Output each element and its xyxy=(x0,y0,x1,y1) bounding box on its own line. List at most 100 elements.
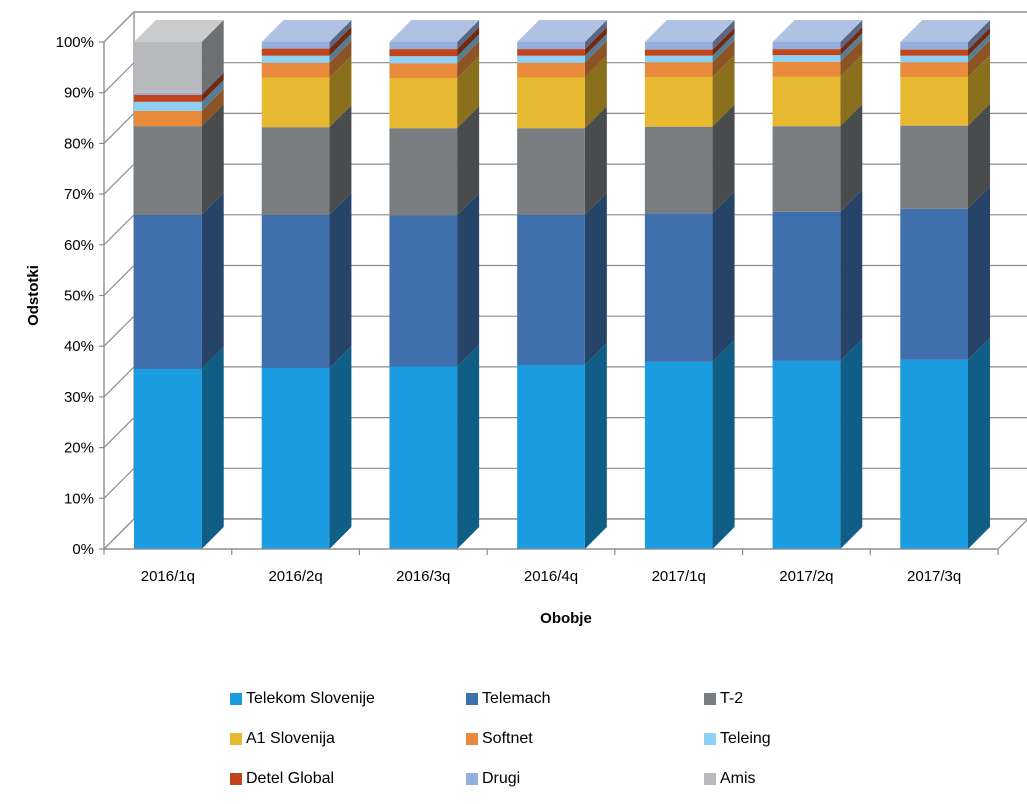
bar-segment xyxy=(644,361,713,549)
bar-segment xyxy=(772,360,841,549)
bar-segment-side xyxy=(584,20,607,50)
bar-segment xyxy=(389,63,458,78)
bar-segment-side xyxy=(712,54,735,127)
bar-segment xyxy=(644,62,713,77)
bar-segment-side xyxy=(329,105,352,215)
y-tick-label: 30% xyxy=(64,389,94,406)
bar-segment-side xyxy=(201,72,224,102)
bar-segment-side xyxy=(584,106,607,215)
bar-segment xyxy=(517,364,585,549)
bar-segment xyxy=(517,77,585,129)
bar-segment-side xyxy=(329,192,352,369)
bar-segment xyxy=(517,128,585,215)
y-tick-label: 40% xyxy=(64,338,94,355)
bar-segment xyxy=(900,125,968,209)
bar-segment xyxy=(900,55,968,63)
bar-segment-side xyxy=(329,40,352,78)
bar-segment-side xyxy=(967,40,990,77)
legend-item: Drugi xyxy=(466,770,520,788)
bar-segment xyxy=(389,128,458,216)
bar-segment-side xyxy=(840,189,863,361)
bar-segment xyxy=(389,366,458,549)
bar-top xyxy=(517,20,607,42)
y-tick-label: 10% xyxy=(64,490,94,507)
bar-segment xyxy=(517,62,585,78)
bar-segment-side xyxy=(584,342,607,549)
bar-segment-side xyxy=(457,41,480,78)
legend-item: Telemach xyxy=(466,690,550,708)
y-tick-label: 60% xyxy=(64,237,94,254)
bar-segment-side xyxy=(967,337,990,549)
bar-top xyxy=(900,20,990,42)
y-tick-label: 0% xyxy=(72,541,94,558)
legend-label: Amis xyxy=(720,770,756,787)
bar-top xyxy=(134,20,224,42)
bar-segment xyxy=(261,127,330,215)
bar-segment-side xyxy=(201,192,224,370)
y-tick-label: 90% xyxy=(64,85,94,102)
bar-segment xyxy=(517,214,585,365)
legend-item: Amis xyxy=(704,770,756,788)
bar-segment-side xyxy=(201,104,224,215)
bar-segment xyxy=(644,76,713,127)
legend-swatch xyxy=(466,773,478,785)
x-tick-label: 2016/1q xyxy=(141,568,195,585)
bar-segment-side xyxy=(840,54,863,127)
legend-swatch xyxy=(230,773,242,785)
bar-segment-side xyxy=(584,27,607,56)
bar-segment-side xyxy=(712,40,735,77)
bar-segment-side xyxy=(840,20,863,50)
bar-segment xyxy=(900,208,968,360)
bar-segment-side xyxy=(201,79,224,111)
bar-segment-side xyxy=(457,193,480,367)
bar-segment-side xyxy=(584,40,607,78)
x-axis-ticks: 2016/1q 2016/2q 2016/3q 2016/4q 2017/1q 2017/… xyxy=(103,548,999,585)
bar-segment xyxy=(517,55,585,63)
bar-segment xyxy=(644,55,713,63)
bar-top xyxy=(261,20,352,42)
legend-label: T-2 xyxy=(720,690,744,707)
bar-segment-side xyxy=(329,346,352,549)
bar-segment-side xyxy=(712,20,735,50)
bar-segment xyxy=(261,42,330,49)
bar-segment-side xyxy=(840,27,863,56)
bar-segment-side xyxy=(967,20,990,50)
gridline xyxy=(103,11,1027,43)
bar-segment-side xyxy=(967,103,990,209)
bar-segment-side xyxy=(457,27,480,57)
bar-segment xyxy=(900,49,968,56)
bar-segment xyxy=(517,42,585,50)
bars xyxy=(134,20,990,549)
bar-segment-side xyxy=(840,338,863,549)
bar-segment xyxy=(900,62,968,77)
bar-segment-side xyxy=(201,347,224,549)
bar-segment-side xyxy=(840,39,863,77)
bar-segment xyxy=(644,49,713,56)
bar-segment xyxy=(644,126,713,214)
x-tick-label: 2017/1q xyxy=(652,568,706,585)
x-tick-label: 2017/3q xyxy=(907,568,961,585)
legend-label: Softnet xyxy=(482,730,533,747)
legend-item: T-2 xyxy=(704,690,743,708)
y-axis-title: Odstotki xyxy=(25,265,42,326)
legend-swatch xyxy=(704,693,716,705)
y-tick-label: 70% xyxy=(64,186,94,203)
bar-segment xyxy=(389,215,458,367)
bar-segment-side xyxy=(329,20,352,49)
y-tick-label: 100% xyxy=(56,34,94,51)
bar-segment xyxy=(134,101,202,111)
bar-segment-side xyxy=(201,70,224,95)
bar-segment-side xyxy=(840,33,863,62)
bar-segment-side xyxy=(712,33,735,63)
y-tick-label: 50% xyxy=(64,288,94,305)
bar-segment-side xyxy=(712,27,735,56)
bar-segment-side xyxy=(967,33,990,63)
bar-segment-side xyxy=(967,54,990,126)
bar-segment-side xyxy=(201,20,224,93)
y-tick-label: 80% xyxy=(64,135,94,152)
legend-item: Softnet xyxy=(466,730,533,748)
legend-label: A1 Slovenija xyxy=(246,730,335,747)
legend-swatch xyxy=(704,773,716,785)
legend-label: Telekom Slovenije xyxy=(246,690,375,707)
bar-segment xyxy=(389,49,458,57)
